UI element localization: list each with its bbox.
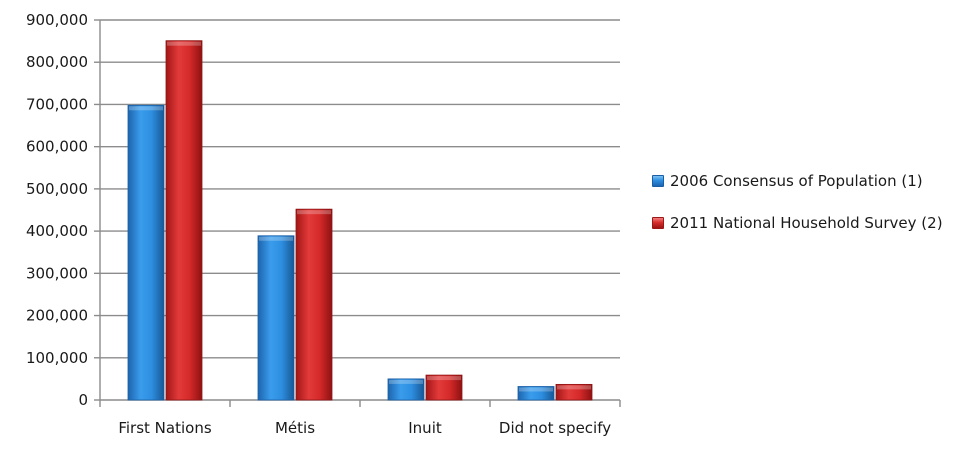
legend-item-2006: 2006 Consensus of Population (1) [652, 168, 962, 194]
y-tick-label: 500,000 [26, 180, 88, 198]
bar-highlight [557, 385, 591, 390]
bar-2006-did-not-specify [517, 386, 555, 401]
bar-2011-first-nations [165, 40, 203, 401]
bar-2006-inuit [387, 378, 425, 401]
bar-highlight [519, 387, 553, 392]
bar-2006-m-tis [257, 235, 295, 401]
bar-highlight [129, 106, 163, 111]
bar-2011-m-tis [295, 208, 333, 401]
tick-labels: 0 100,000 200,000 300,000 400,000 500,000 600,… [26, 11, 611, 437]
x-tick-label: Did not specify [499, 419, 611, 437]
legend-swatch-2006 [652, 175, 664, 187]
x-tick-label: First Nations [118, 419, 211, 437]
bar-highlight [297, 210, 331, 215]
bar-2011-did-not-specify [555, 383, 593, 401]
legend-label-2011: 2011 National Household Survey (2) [670, 214, 943, 232]
x-tick-label: Métis [275, 419, 315, 437]
y-tick-label: 0 [78, 391, 88, 409]
y-tick-label: 300,000 [26, 264, 88, 282]
legend-label-2006: 2006 Consensus of Population (1) [670, 172, 923, 190]
legend-item-2011: 2011 National Household Survey (2) [652, 210, 962, 236]
legend: 2006 Consensus of Population (1) 2011 Na… [652, 168, 962, 236]
x-tick-label: Inuit [408, 419, 442, 437]
y-tick-label: 700,000 [26, 95, 88, 113]
bar-highlight [427, 376, 461, 381]
y-tick-label: 600,000 [26, 138, 88, 156]
y-tick-label: 900,000 [26, 11, 88, 29]
y-tick-label: 100,000 [26, 349, 88, 367]
bars [127, 40, 593, 401]
y-tick-label: 800,000 [26, 53, 88, 71]
y-tick-label: 400,000 [26, 222, 88, 240]
bar-2006-first-nations [127, 104, 165, 401]
bar-highlight [389, 379, 423, 384]
bar-2011-inuit [425, 374, 463, 401]
bar-highlight [259, 236, 293, 241]
y-tick-label: 200,000 [26, 307, 88, 325]
legend-swatch-2011 [652, 217, 664, 229]
bar-highlight [167, 41, 201, 46]
